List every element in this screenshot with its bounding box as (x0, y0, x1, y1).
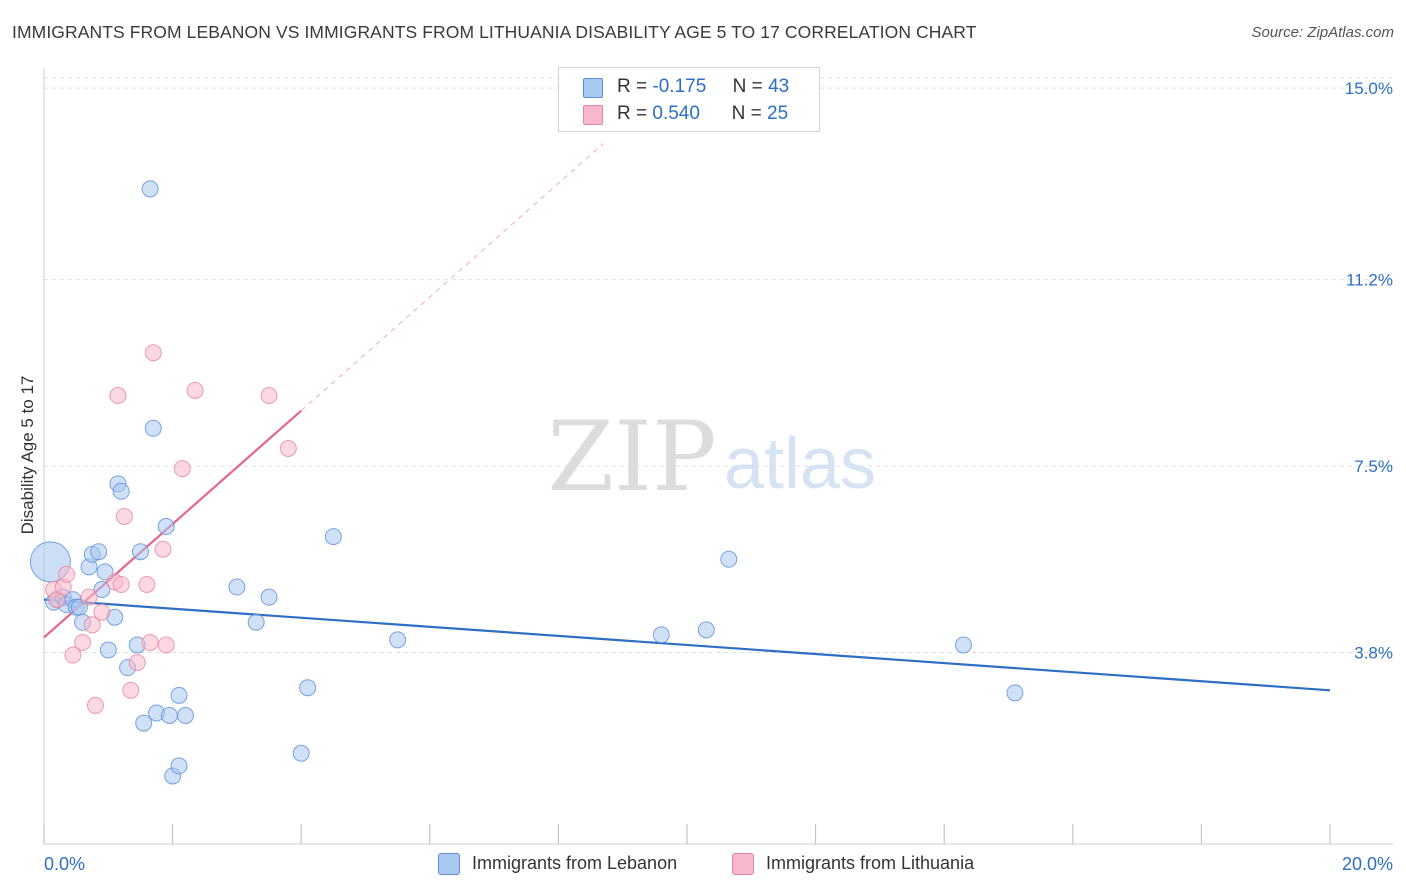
legend-r-value: -0.175 (652, 76, 707, 97)
lebanon-trend-line (43, 598, 1331, 692)
legend-swatch-lithuania (583, 105, 603, 125)
legend-r-label: R = (617, 103, 648, 124)
axes (43, 68, 1393, 845)
legend-n-label: N = (731, 103, 762, 124)
lithuania-trend-extension (300, 143, 604, 412)
lithuania-point (122, 681, 140, 699)
y-tick-label: 7.5% (1354, 457, 1393, 476)
lebanon-point (112, 482, 130, 500)
lebanon-point (141, 180, 159, 198)
grid-lines (44, 77, 1393, 654)
legend-swatch-lebanon (438, 853, 460, 875)
lithuania-point (83, 616, 101, 634)
lithuania-point (260, 387, 278, 405)
lebanon-point (247, 613, 265, 631)
lebanon-point (176, 707, 194, 725)
lebanon-point (324, 528, 342, 546)
lebanon-point (99, 641, 117, 659)
y-axis-label: Disability Age 5 to 17 (18, 375, 37, 535)
lebanon-point (292, 744, 310, 762)
watermark-zip: ZIP (547, 401, 716, 513)
lebanon-point (160, 707, 178, 725)
chart-source: Source: ZipAtlas.com (1251, 24, 1394, 41)
lebanon-point (131, 543, 149, 561)
lebanon-point (720, 550, 738, 568)
lebanon-point (93, 581, 111, 599)
lithuania-point (109, 387, 127, 405)
lebanon-point (260, 588, 278, 606)
lebanon-point (90, 543, 108, 561)
legend-r-value: 0.540 (652, 103, 700, 124)
chart-title: IMMIGRANTS FROM LEBANON VS IMMIGRANTS FR… (12, 22, 977, 42)
y-tick-label: 3.8% (1354, 644, 1393, 663)
legend-r-label: R = (617, 76, 648, 97)
tick-labels: 3.8% 7.5% 11.2% 15.0% 0.0% 20.0% (44, 79, 1393, 874)
lebanon-point (652, 626, 670, 644)
legend-label-lebanon: Immigrants from Lebanon (472, 853, 678, 873)
x-tick-label: 0.0% (44, 854, 85, 874)
lithuania-point (74, 633, 92, 651)
lebanon-point (1006, 684, 1024, 702)
watermark-atlas: atlas (724, 424, 876, 504)
legend-label-lithuania: Immigrants from Lithuania (766, 853, 975, 873)
lithuania-point (93, 603, 111, 621)
watermark: ZIP atlas (547, 401, 876, 513)
y-tick-label: 15.0% (1345, 79, 1393, 98)
lithuania-point (128, 654, 146, 672)
legend-n-value: 25 (767, 103, 789, 124)
lebanon-point (135, 714, 153, 732)
series-legend: Immigrants from Lebanon Immigrants from … (0, 852, 1406, 878)
lithuania-point (58, 565, 76, 583)
lebanon-point (144, 419, 162, 437)
lithuania-point (173, 460, 191, 478)
lebanon-point (170, 686, 188, 704)
x-tick-label: 20.0% (1342, 854, 1393, 874)
legend-n-label: N = (732, 76, 763, 97)
lithuania-point (112, 575, 130, 593)
lithuania-point (80, 588, 98, 606)
lithuania-point (154, 540, 172, 558)
lithuania-point (157, 636, 175, 654)
correlation-legend: R = -0.175 N = 43 R = 0.540 N = 25 (558, 67, 820, 132)
lebanon-point (157, 518, 175, 536)
lithuania-point (86, 696, 104, 714)
lebanon-point (954, 636, 972, 654)
lithuania-point (144, 344, 162, 362)
lebanon-point (389, 631, 407, 649)
lebanon-point (299, 679, 317, 697)
legend-n-value: 43 (768, 76, 790, 97)
lithuania-point (186, 381, 204, 399)
legend-swatch-lithuania (732, 853, 754, 875)
y-tick-label: 11.2% (1346, 271, 1393, 290)
lithuania-point (115, 507, 133, 525)
lithuania-point (141, 633, 159, 651)
scatter-points (29, 180, 1024, 785)
legend-swatch-lebanon (583, 78, 603, 98)
lithuania-point (64, 646, 82, 664)
lithuania-point (138, 575, 156, 593)
lebanon-point (697, 621, 715, 639)
lithuania-point (279, 439, 297, 457)
lebanon-point (228, 578, 246, 596)
lebanon-point (170, 757, 188, 775)
